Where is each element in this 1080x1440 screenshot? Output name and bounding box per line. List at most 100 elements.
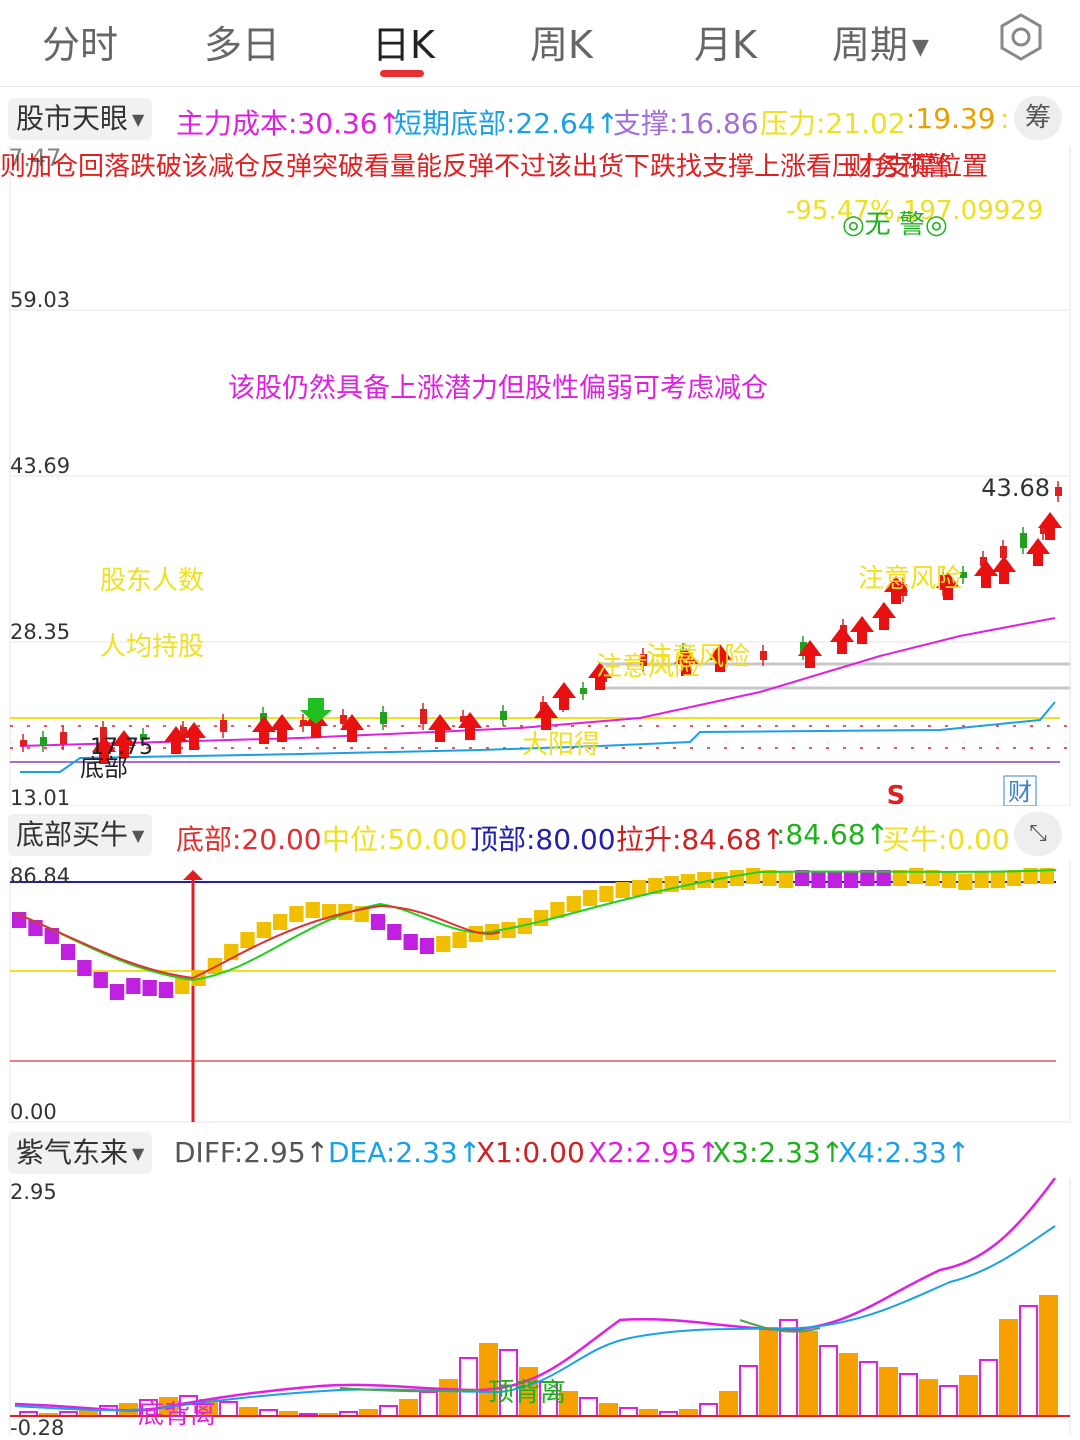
ticker-overlay-value: 7.47 [8, 144, 62, 172]
macd-bar [1019, 1305, 1038, 1417]
macd-bar [719, 1391, 738, 1417]
buy-arrow-icon [182, 722, 206, 750]
candle [100, 727, 107, 742]
oscillator-bar [599, 886, 614, 902]
price-high-label: 43.68 [981, 474, 1050, 502]
buy-arrow-icon [270, 714, 294, 742]
sell-signal-mark: S [887, 781, 906, 806]
warning-text: ◎无 警◎ [842, 210, 948, 240]
annotation-big-yang: 大阳得 [522, 730, 601, 760]
annotation-risk-1: 注意风险 [596, 652, 701, 682]
oscillator-bar [778, 872, 793, 888]
macd-chart[interactable] [0, 1178, 1080, 1434]
tab-multi-day[interactable]: 多日 [204, 23, 281, 67]
oscillator-bar [762, 870, 777, 886]
oscillator-bar [436, 936, 451, 952]
macd-bar [939, 1385, 958, 1417]
indicator-bottom: 底部:20.00 [176, 823, 322, 856]
oscillator-bar [713, 872, 728, 888]
oscillator-bar [892, 870, 908, 886]
dea-line [14, 1225, 1056, 1412]
macd-histogram [19, 1295, 1058, 1417]
macd-bar [439, 1379, 458, 1417]
short-bottom-line [20, 701, 1056, 773]
main-indicator-selector[interactable]: 股市天眼 ▼ [8, 98, 153, 140]
caret-down-icon: ▼ [132, 826, 145, 845]
macd-bar [819, 1345, 838, 1417]
sell-arrow-icon [300, 698, 332, 724]
oscillator-bar [648, 878, 663, 894]
oscillator-slow-line [14, 904, 501, 980]
candle [40, 737, 47, 746]
main-indicator-selector-label: 股市天眼 [16, 102, 129, 135]
buy-arrow-icon [850, 616, 874, 644]
oscillator-bar [517, 918, 532, 934]
candle [180, 727, 187, 736]
tab-monthly-k[interactable]: 月K [694, 23, 757, 67]
buy-arrow-icon [164, 726, 188, 754]
indicator-main-cost: 主力成本:30.36↑ [176, 107, 402, 140]
macd-bar [1039, 1295, 1058, 1417]
oscillator-bar [370, 914, 386, 930]
candle [1055, 487, 1062, 496]
candle [220, 720, 227, 732]
oscillator-bar [77, 960, 92, 976]
y-axis-label: 2.95 [10, 1180, 57, 1204]
ticker-text: 则加仓回落跌破该减仓反弹突破看量能反弹不过该出货下跌找支撑上涨看压力支撑位置 [0, 152, 989, 180]
candle [380, 712, 387, 724]
buy-arrow-icon [552, 682, 576, 710]
tab-weekly-k[interactable]: 周K [530, 23, 593, 67]
annotation-risk-3: 注意风险 [858, 564, 963, 594]
buy-arrow-icon [252, 716, 276, 744]
buy-arrow-icon [534, 702, 558, 730]
oscillator-bar [468, 926, 484, 942]
caret-down-icon: ▼ [132, 110, 145, 129]
candle [1020, 533, 1027, 548]
macd-bar [919, 1379, 938, 1417]
x3-line-segment [739, 1319, 821, 1333]
chip-distribution-button[interactable]: 筹 [1014, 96, 1062, 140]
buy-arrow-icon [112, 730, 136, 758]
oscillator-bar [941, 872, 957, 888]
oscillator-bar [1039, 868, 1054, 884]
macd-bar [739, 1365, 758, 1417]
candle [760, 651, 767, 660]
oscillator-bar [305, 902, 320, 918]
oscillator-bar [240, 932, 255, 948]
oscillator-bars [12, 868, 1054, 1000]
indicator-pressure: 压力:21.02 [760, 107, 906, 140]
caret-down-icon: ▼ [912, 35, 929, 60]
bottom-buy-oscillator[interactable] [0, 860, 1080, 1128]
bottom-buy-selector-label: 底部买牛 [16, 818, 129, 851]
tab-daily-k[interactable]: 日K [372, 23, 435, 67]
annotation-shareholders: 股东人数 [100, 566, 205, 596]
finance-icon-box[interactable] [1003, 775, 1037, 806]
macd-bar [759, 1327, 778, 1417]
y-axis-label: 13.01 [10, 786, 71, 810]
candle [60, 732, 67, 744]
indicator-x2: X2:2.95↑ [588, 1136, 721, 1169]
bottom-buy-selector[interactable]: 底部买牛 ▼ [8, 814, 153, 856]
oscillator-bar [990, 872, 1006, 888]
tab-period[interactable]: 周期 ▼ [832, 14, 929, 69]
buy-arrow-icon [588, 662, 612, 690]
tab-intraday[interactable]: 分时 [42, 23, 119, 67]
buy-arrow-icon [974, 560, 998, 588]
macd-selector-label: 紫气东来 [16, 1136, 129, 1169]
hexagon-settings-icon[interactable] [996, 12, 1046, 62]
candlestick-chart[interactable]: 43.68 17.75 S 财 [0, 146, 1080, 806]
candle [140, 734, 147, 740]
macd-selector[interactable]: 紫气东来 ▼ [8, 1132, 153, 1174]
indicator-top: 顶部:80.00 [470, 823, 616, 856]
main-cost-line [19, 617, 1056, 747]
oscillator-fast-line [14, 869, 1057, 982]
candle [980, 557, 987, 566]
expand-arrows-icon[interactable]: ⤡ [1014, 812, 1062, 856]
buy-arrow-icon [884, 576, 908, 604]
oscillator-bar [256, 922, 271, 938]
candle [800, 642, 807, 654]
indicator-lift: 拉升:84.68↑ [616, 823, 786, 856]
indicator-lift-2: :84.68↑ [776, 818, 890, 851]
y-axis-label: -0.28 [10, 1416, 65, 1440]
buy-arrow-icon [936, 572, 960, 600]
